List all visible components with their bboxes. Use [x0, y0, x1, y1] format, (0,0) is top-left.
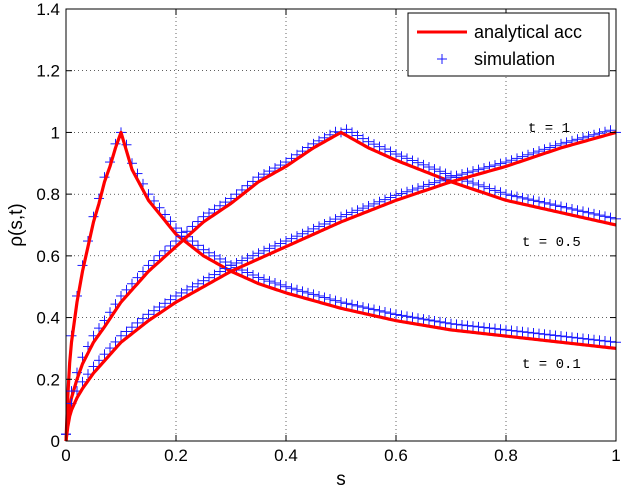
legend-simulation-label: simulation	[474, 49, 555, 69]
y-axis-label: ρ(s,t)	[6, 203, 27, 247]
y-tick-label: 0.2	[36, 370, 60, 389]
curve-label: t = 0.5	[522, 235, 581, 251]
y-tick-label: 1	[51, 123, 60, 142]
x-tick-label: 0.4	[274, 446, 298, 465]
analytical-line	[64, 130, 617, 442]
y-tick-label: 0	[51, 432, 60, 451]
series-t-0.5	[61, 124, 621, 442]
x-tick-label: 1	[611, 446, 620, 465]
analytical-line	[64, 130, 617, 442]
analytical-line	[64, 130, 617, 442]
curve-label: t = 0.1	[522, 357, 581, 373]
y-tick-label: 0.8	[36, 185, 60, 204]
legend-simulation-marker	[437, 54, 447, 64]
y-tick-label: 1.4	[36, 0, 60, 19]
series-t-0.1	[61, 127, 621, 442]
x-tick-label: 0.8	[494, 446, 518, 465]
annotations: t = 0.1 t = 0.5 t = 1	[522, 121, 581, 373]
tick-labels: 0 0.2 0.4 0.6 0.8 1 0 0.2 0.4 0.6 0.8 1 1.2 1.4	[36, 0, 620, 465]
legend-analytical-label: analytical acc	[474, 22, 582, 42]
series-group	[61, 124, 621, 442]
x-tick-label: 0.6	[384, 446, 408, 465]
legend: analytical acc simulation	[407, 12, 610, 77]
plot-frame	[65, 8, 617, 442]
curve-label: t = 1	[528, 121, 570, 137]
series-t-1	[61, 125, 621, 442]
y-tick-label: 1.2	[36, 62, 60, 81]
y-tick-label: 0.6	[36, 247, 60, 266]
x-tick-label: 0	[61, 446, 70, 465]
axis-ticks	[65, 8, 617, 442]
y-tick-label: 0.4	[36, 309, 60, 328]
x-tick-label: 0.2	[164, 446, 188, 465]
x-axis-label: s	[336, 469, 346, 490]
grid	[66, 9, 616, 441]
legend-box	[407, 12, 610, 77]
